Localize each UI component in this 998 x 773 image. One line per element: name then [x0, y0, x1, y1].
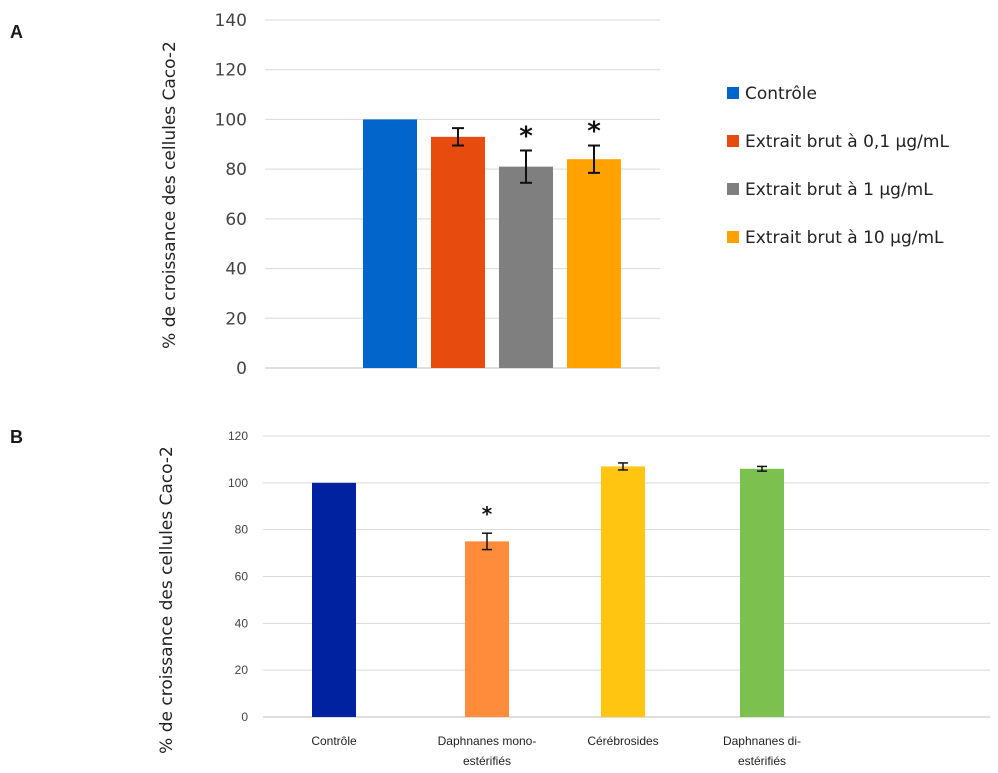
chart-a-bar	[567, 159, 621, 368]
chart-a-legend-entry: Contrôle	[745, 84, 817, 104]
chart-b-y-tick-label: 20	[235, 663, 249, 677]
chart-b-y-tick-label: 0	[241, 710, 248, 724]
chart-a-legend-entry: Extrait brut à 1 µg/mL	[745, 180, 933, 200]
chart-a-legend-swatch	[727, 231, 739, 243]
chart-a-significance-marker: *	[519, 122, 533, 152]
chart-a-y-tick-label: 140	[215, 11, 247, 31]
chart-a-y-tick-label: 20	[225, 309, 247, 329]
chart-b-x-category-label: Cérébrosides	[587, 734, 658, 748]
chart-a-legend-entry: Extrait brut à 0,1 µg/mL	[745, 132, 949, 152]
chart-b-error-bar	[482, 532, 492, 551]
chart-b-y-tick-label: 60	[235, 570, 249, 584]
chart-b-y-axis-label: % de croissance des cellules Caco-2	[157, 446, 177, 754]
chart-b-y-tick-label: 40	[235, 616, 249, 630]
chart-b-bars: *	[312, 462, 784, 717]
chart-a-error-bar	[588, 144, 600, 174]
chart-b: 0 20 40 60 80 100 120 % de croissance des cell…	[157, 429, 990, 768]
chart-b-bar	[312, 482, 356, 717]
chart-b-significance-marker: *	[482, 502, 493, 526]
panel-label-b: B	[10, 427, 23, 447]
chart-a-bar	[499, 166, 553, 368]
chart-a-bar	[363, 119, 417, 368]
chart-a-bars: * *	[363, 117, 621, 368]
chart-b-y-tick-label: 100	[228, 476, 248, 490]
chart-a-y-tick-label: 60	[225, 210, 247, 230]
chart-a-y-tick-label: 100	[215, 110, 247, 130]
chart-a-legend: Contrôle Extrait brut à 0,1 µg/mL Extrait …	[727, 84, 949, 248]
chart-a-y-ticks: 0 20 40 60 80 100 120 140	[215, 11, 247, 379]
chart-a-legend-entry: Extrait brut à 10 µg/mL	[745, 228, 944, 248]
chart-a-y-tick-label: 120	[215, 61, 247, 81]
chart-b-x-category-label: Contrôle	[311, 734, 357, 748]
chart-a-legend-swatch	[727, 135, 739, 147]
chart-b-error-bar	[757, 465, 767, 472]
chart-b-y-tick-label: 120	[228, 429, 248, 443]
chart-b-error-bar	[618, 462, 628, 471]
chart-a: 0 20 40 60 80 100 120 140 % de croissance des c…	[160, 11, 949, 379]
chart-b-bar	[465, 541, 509, 717]
chart-a-y-tick-label: 40	[225, 260, 247, 280]
chart-a-bar	[431, 136, 485, 368]
chart-a-legend-swatch	[727, 183, 739, 195]
chart-b-y-ticks: 0 20 40 60 80 100 120	[228, 429, 248, 724]
panel-label-a: A	[10, 22, 23, 42]
chart-a-y-tick-label: 0	[236, 359, 247, 379]
chart-a-legend-swatch	[727, 87, 739, 99]
chart-b-x-category-label: Daphnanes mono-estérifiés	[438, 734, 537, 768]
chart-a-error-bar	[520, 149, 532, 184]
chart-a-y-tick-label: 80	[225, 160, 247, 180]
chart-a-y-axis-label: % de croissance des cellules Caco-2	[160, 41, 180, 349]
chart-a-significance-marker: *	[587, 117, 601, 147]
chart-b-bar	[601, 466, 645, 717]
chart-b-x-category-label: Daphnanes di-estérifiés	[723, 734, 801, 768]
chart-a-error-bar	[452, 127, 464, 147]
chart-b-bar	[740, 468, 784, 717]
chart-b-x-categories: Contrôle Daphnanes mono-estérifiés Cérébro…	[311, 734, 801, 768]
chart-b-y-tick-label: 80	[235, 523, 249, 537]
